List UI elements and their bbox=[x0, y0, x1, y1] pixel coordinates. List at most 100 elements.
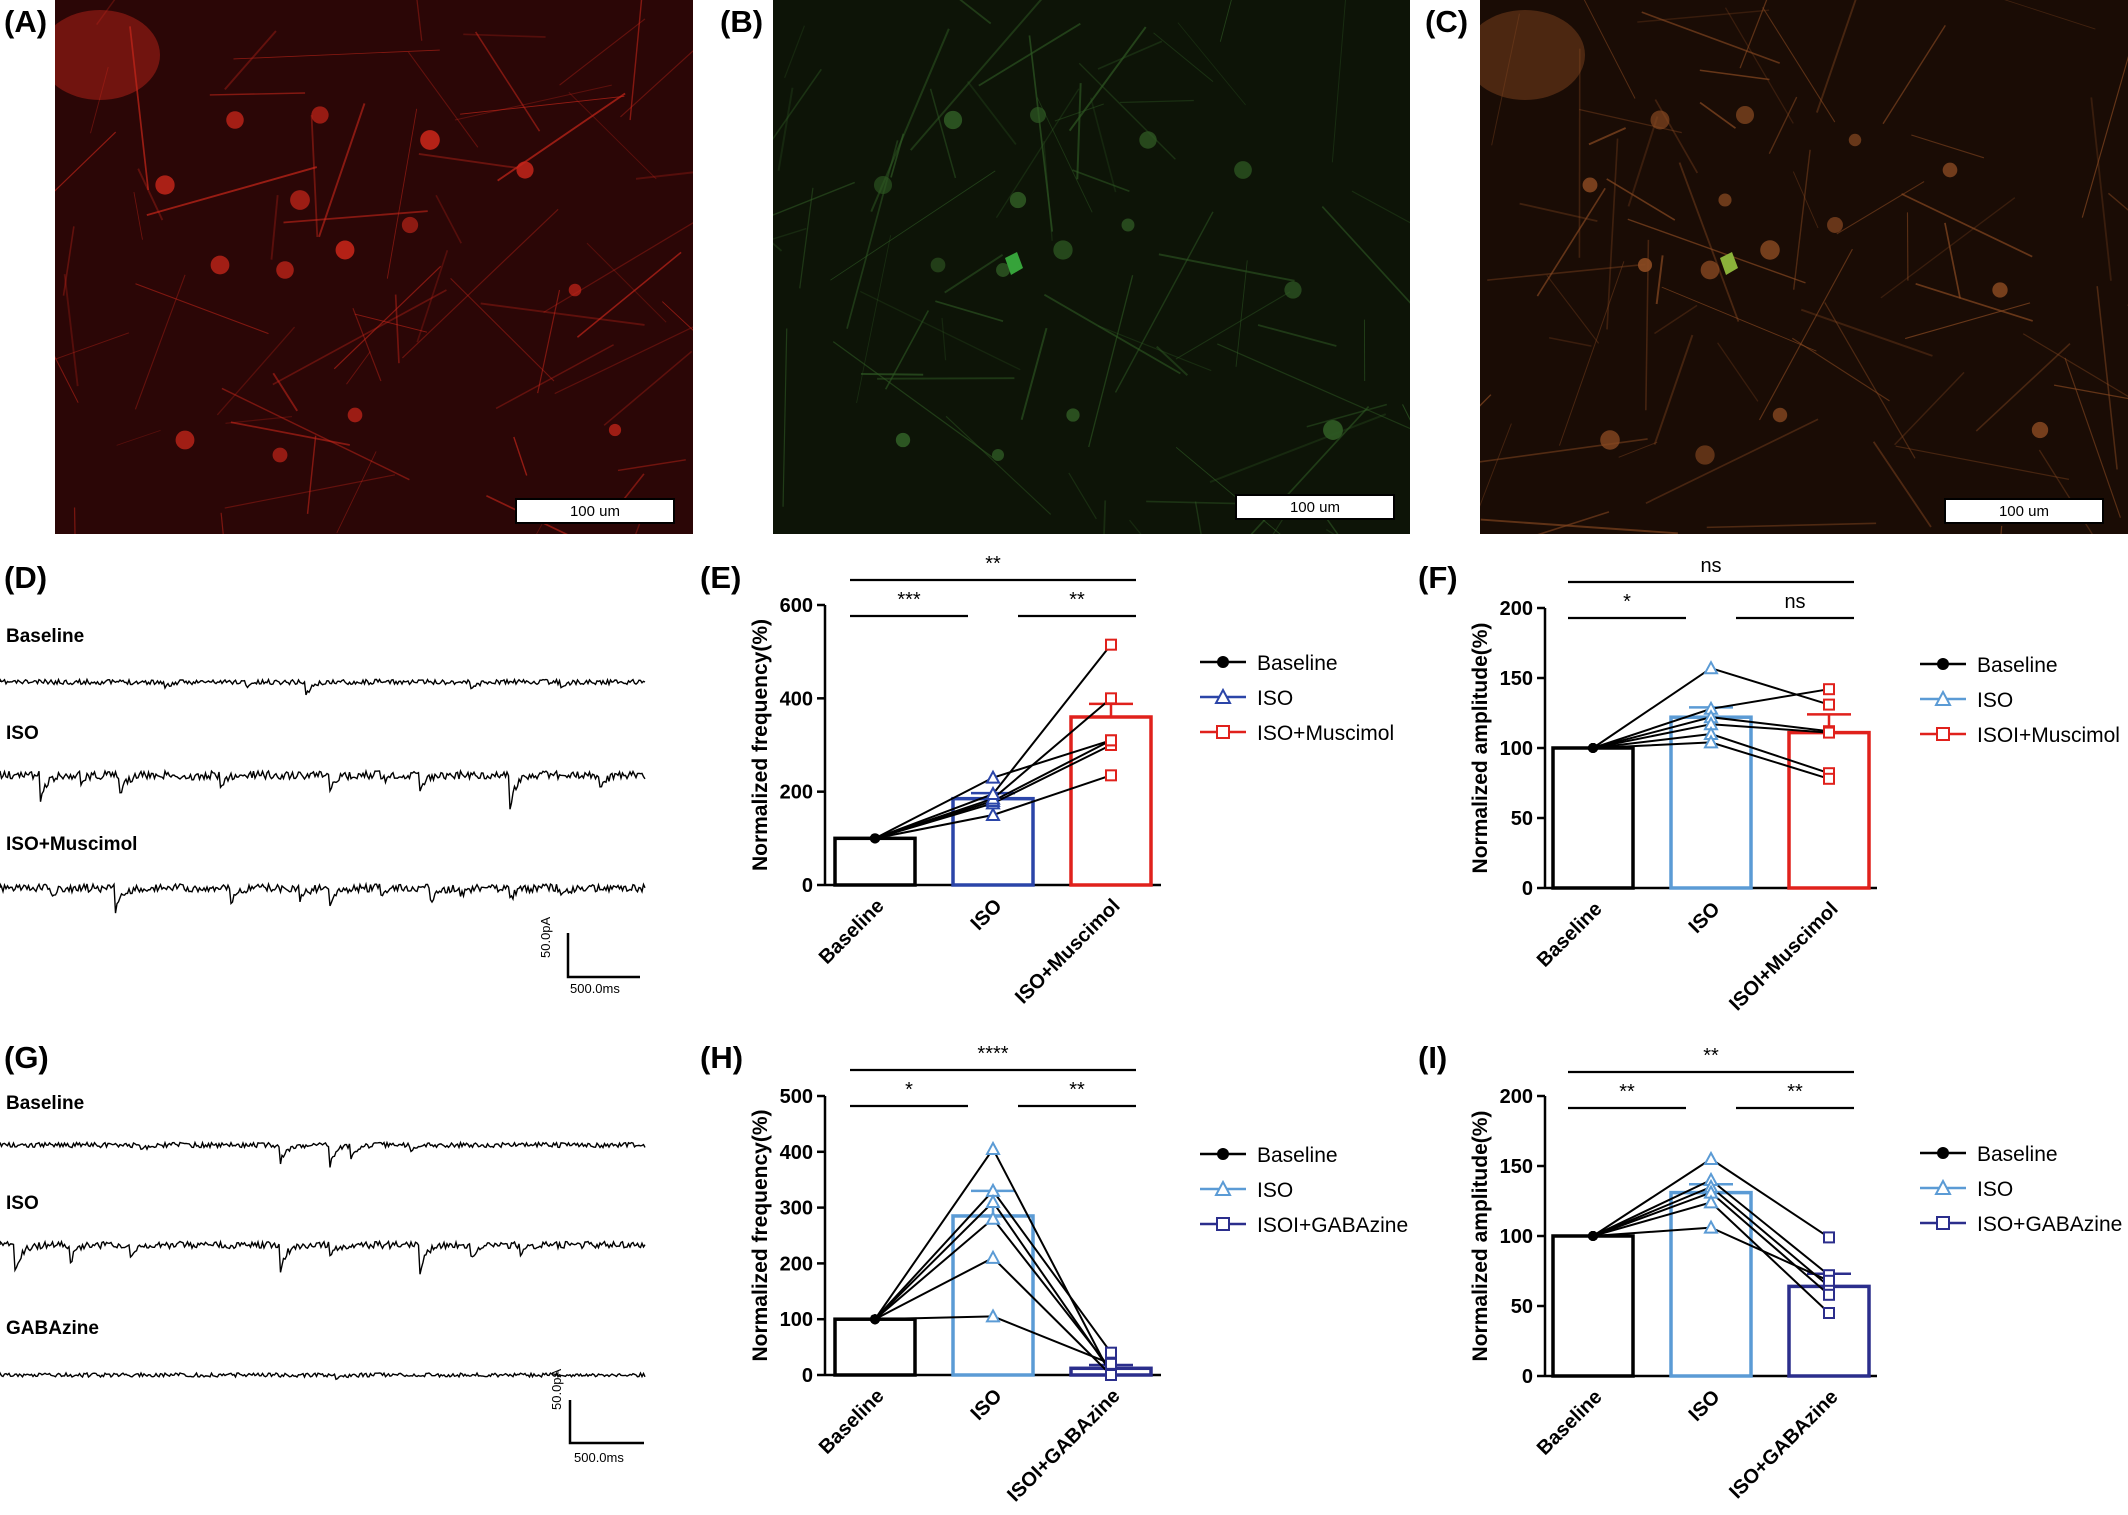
chart-h: 0 100 200 300 400 500 Normalized frequency(%) B… bbox=[749, 1043, 1408, 1506]
data-point bbox=[1823, 698, 1835, 711]
neurite bbox=[1028, 35, 1054, 232]
neurite bbox=[225, 415, 292, 424]
neurite bbox=[1068, 26, 1147, 132]
neurite bbox=[830, 170, 996, 281]
neurite bbox=[352, 307, 382, 382]
x-tick-label: Baseline bbox=[1533, 898, 1607, 972]
data-point bbox=[1105, 1357, 1117, 1370]
legend-marker bbox=[1216, 725, 1230, 739]
y-tick-label: 0 bbox=[1522, 1366, 1533, 1388]
neurite bbox=[1606, 178, 1676, 221]
neurite bbox=[782, 328, 788, 507]
neuron-soma bbox=[608, 423, 622, 437]
neurite bbox=[543, 218, 700, 313]
neuron-soma bbox=[1284, 281, 1302, 299]
neurite bbox=[474, 31, 541, 132]
neurite bbox=[929, 88, 957, 179]
bar bbox=[1551, 746, 1635, 890]
neurite bbox=[554, 323, 701, 395]
neurite bbox=[129, 26, 150, 191]
neurite bbox=[1072, 169, 1130, 193]
neurite bbox=[1175, 291, 1291, 360]
neuron-soma bbox=[568, 283, 582, 297]
neuron-soma bbox=[991, 448, 1005, 462]
neurite bbox=[230, 421, 350, 446]
neurite bbox=[1321, 205, 1419, 313]
neurite bbox=[1583, 0, 1636, 99]
neurite bbox=[1762, 7, 1836, 123]
neurite bbox=[1114, 211, 1214, 393]
neurite bbox=[1588, 127, 1627, 146]
neurite bbox=[1209, 413, 1387, 483]
neurite bbox=[537, 289, 561, 394]
significance-label: ns bbox=[1700, 555, 1721, 577]
data-point bbox=[1703, 1194, 1719, 1209]
scale-bar-g bbox=[568, 1400, 644, 1445]
neurite bbox=[310, 114, 319, 238]
neuron-soma bbox=[347, 407, 363, 423]
trace-label-iso-g: ISO bbox=[6, 1193, 39, 1214]
neurite bbox=[1824, 302, 1916, 459]
panel-label-a: (A) bbox=[4, 4, 48, 39]
neurite bbox=[2022, 333, 2128, 398]
neuron-soma bbox=[1234, 161, 1252, 179]
neurite bbox=[603, 350, 693, 426]
neuron-soma bbox=[420, 130, 440, 150]
traces-d bbox=[0, 677, 646, 979]
neurite bbox=[945, 415, 1052, 515]
neurite bbox=[354, 313, 428, 333]
neurite bbox=[460, 95, 625, 115]
neurite bbox=[1882, 25, 1946, 125]
legend-label: ISO+GABAzine bbox=[1977, 1213, 2122, 1236]
data-point bbox=[1823, 1274, 1835, 1287]
bar bbox=[1787, 730, 1871, 890]
neurite bbox=[1654, 304, 1698, 335]
neuron-soma bbox=[290, 190, 310, 210]
data-point bbox=[1588, 1231, 1598, 1241]
scale-bar-red: 100 um bbox=[515, 498, 675, 524]
trace-label-baseline-g: Baseline bbox=[6, 1093, 85, 1114]
scale-bar-merged: 100 um bbox=[1944, 498, 2104, 524]
neurite bbox=[1098, 325, 1212, 372]
neurite bbox=[90, 66, 109, 134]
y-tick-label: 150 bbox=[1500, 668, 1533, 690]
legend-label: ISO bbox=[1257, 1179, 1293, 1202]
neurite bbox=[1627, 116, 1659, 207]
data-point bbox=[1823, 1231, 1835, 1244]
neurite bbox=[221, 387, 410, 481]
neurite bbox=[856, 235, 892, 403]
micrograph-background bbox=[55, 0, 693, 534]
x-tick-label: ISO+GABAzine bbox=[1725, 1386, 1842, 1503]
neurite bbox=[1915, 283, 2033, 322]
neurite bbox=[495, 344, 614, 410]
neurite bbox=[62, 226, 75, 296]
micrograph-merged-image bbox=[1422, 0, 2128, 587]
data-point bbox=[985, 1140, 1001, 1156]
y-tick-label: 200 bbox=[1500, 598, 1533, 620]
data-point bbox=[985, 769, 1001, 784]
neurite bbox=[96, 0, 116, 25]
traces-g bbox=[0, 1140, 646, 1445]
neurite bbox=[1331, 0, 1346, 163]
neurite bbox=[1153, 32, 1214, 82]
neurite bbox=[966, 80, 1017, 145]
significance-label: * bbox=[905, 1079, 913, 1101]
neurite bbox=[1894, 371, 1965, 446]
neurite bbox=[1076, 83, 1082, 180]
neurite bbox=[1020, 327, 1048, 420]
neurite bbox=[777, 87, 794, 171]
y-tick-label: 600 bbox=[780, 595, 813, 617]
neurite bbox=[418, 153, 518, 169]
legend-label: ISO+Muscimol bbox=[1257, 722, 1394, 745]
neurite bbox=[941, 317, 947, 361]
data-point bbox=[1703, 660, 1719, 675]
neurite bbox=[576, 251, 682, 338]
neuron-soma bbox=[1066, 408, 1080, 422]
neurite bbox=[1546, 274, 1600, 344]
chart-f: 0 50 100 150 200 Normalized amplitude(%) Basel… bbox=[1469, 555, 2120, 1015]
neurite bbox=[1627, 218, 1806, 284]
neurite bbox=[1836, 181, 1925, 235]
data-point bbox=[1823, 726, 1835, 739]
neuron-soma bbox=[210, 255, 230, 275]
y-tick-label: 100 bbox=[1500, 738, 1533, 760]
